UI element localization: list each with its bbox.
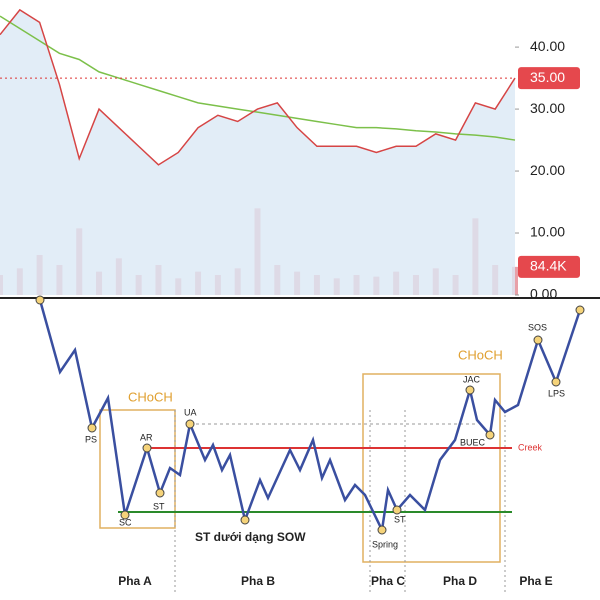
price-area (0, 9, 515, 296)
y-tick-label: 20.00 (530, 162, 565, 178)
phase-dividers (174, 410, 506, 592)
point-label: ST (394, 514, 406, 524)
box (362, 373, 501, 563)
phase: Pha A (118, 574, 152, 588)
point-label: JAC (463, 374, 481, 384)
point-label: BUEC (460, 437, 486, 447)
volume-tag (518, 255, 580, 278)
choch: CHoCH (128, 389, 173, 404)
point-label: UA (184, 407, 197, 417)
y-tick-label: 10.00 (530, 224, 565, 240)
phase: Pha C (371, 574, 405, 588)
choch: CHoCH (458, 347, 503, 362)
point-label: AR (140, 432, 153, 442)
creek-label: Creek (518, 442, 543, 452)
y-tick-label: 40.00 (530, 38, 565, 54)
phase: Pha B (241, 574, 275, 588)
price-tag (518, 67, 580, 90)
point-label: PS (85, 434, 97, 444)
sow-label: ST dưới dạng SOW (195, 530, 306, 544)
point-label: ST (153, 501, 165, 511)
ma-line (0, 15, 516, 141)
price-tag-label: 35.00 (530, 69, 565, 85)
phase: Pha E (519, 574, 552, 588)
box (99, 409, 176, 529)
points (35, 295, 585, 535)
phase: Pha D (443, 574, 477, 588)
wyckoff-diagram: CHoCH CHoCH PS SC AR ST UA ST Spring JAC… (35, 295, 585, 592)
point-label: SC (119, 517, 132, 527)
point-label: LPS (548, 388, 565, 398)
price-line (0, 8, 516, 166)
price-path (38, 299, 582, 535)
point-label: Spring (372, 539, 398, 549)
volume-tag-label: 84.4K (530, 258, 567, 274)
y-tick-label: 0.00 (530, 286, 557, 302)
point-label: SOS (528, 322, 547, 332)
y-tick-label: 30.00 (530, 100, 565, 116)
